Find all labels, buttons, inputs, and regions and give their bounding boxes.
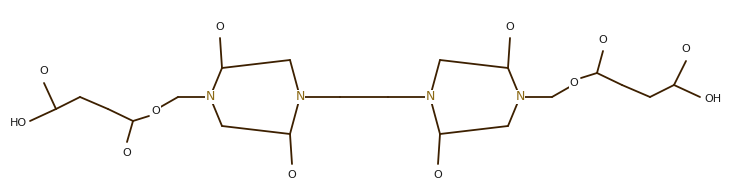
Text: N: N bbox=[515, 91, 525, 104]
Text: O: O bbox=[570, 78, 578, 88]
Text: O: O bbox=[40, 66, 48, 76]
Text: O: O bbox=[682, 44, 691, 54]
Text: N: N bbox=[206, 91, 214, 104]
Text: O: O bbox=[434, 170, 443, 180]
Text: N: N bbox=[295, 91, 305, 104]
Text: O: O bbox=[123, 148, 131, 158]
Text: O: O bbox=[288, 170, 297, 180]
Text: HO: HO bbox=[10, 118, 26, 128]
Text: O: O bbox=[152, 106, 160, 116]
Text: O: O bbox=[216, 22, 225, 32]
Text: OH: OH bbox=[705, 94, 722, 104]
Text: N: N bbox=[425, 91, 435, 104]
Text: O: O bbox=[506, 22, 515, 32]
Text: O: O bbox=[599, 35, 607, 45]
